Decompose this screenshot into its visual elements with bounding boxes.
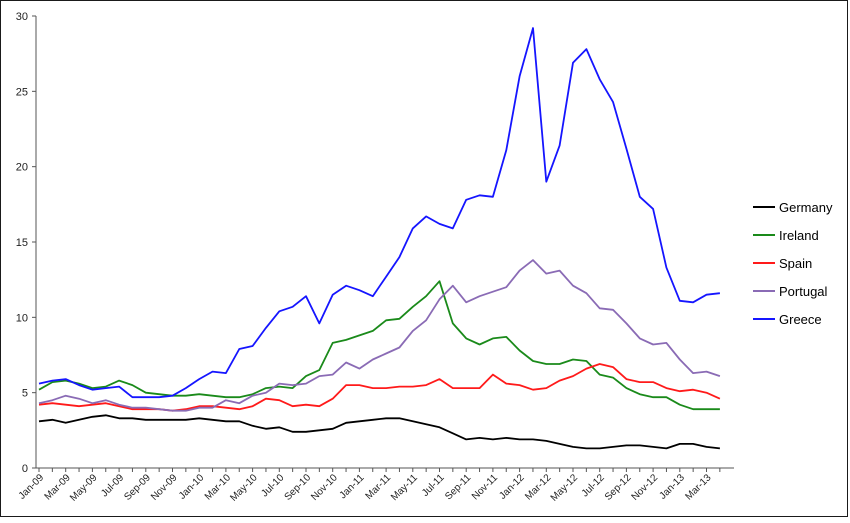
x-tick-label: Jan-12 <box>497 472 527 502</box>
legend-label-greece: Greece <box>779 312 822 327</box>
series-line-germany <box>38 414 721 450</box>
y-tick-label: 15 <box>16 237 28 249</box>
x-tick-label: Sep-12 <box>603 472 634 503</box>
axes <box>35 16 734 469</box>
y-tick-label: 0 <box>22 463 28 475</box>
x-tick-label: Nov-10 <box>309 472 340 503</box>
series-line-portugal <box>38 259 721 412</box>
x-tick-label: Mar-11 <box>364 472 394 502</box>
x-tick-label: Mar-10 <box>203 472 233 502</box>
y-axis-ticks: 0 5 10 15 20 25 30 <box>16 11 36 475</box>
series-lines <box>38 27 721 450</box>
legend: Germany Ireland Spain Portugal Greece <box>753 200 833 327</box>
x-tick-label: Sep-09 <box>122 472 153 503</box>
x-tick-label: Sep-11 <box>443 472 473 502</box>
y-tick-label: 5 <box>22 388 28 400</box>
y-tick-label: 30 <box>16 11 28 23</box>
y-tick-label: 10 <box>16 312 28 324</box>
x-tick-label: Jan-13 <box>658 472 688 502</box>
x-tick-label: Sep-10 <box>283 472 314 503</box>
x-tick-label: Mar-12 <box>523 472 553 502</box>
x-tick-label: Jan-09 <box>17 472 47 502</box>
x-tick-label: May-11 <box>389 472 420 503</box>
x-tick-label: Jan-11 <box>338 472 367 501</box>
x-tick-label: May-10 <box>228 472 260 504</box>
series-line-spain <box>38 363 721 412</box>
legend-label-spain: Spain <box>779 256 812 271</box>
legend-label-germany: Germany <box>779 200 833 215</box>
x-tick-label: Mar-09 <box>43 472 73 502</box>
legend-label-ireland: Ireland <box>779 228 819 243</box>
series-line-greece <box>38 27 721 399</box>
y-tick-label: 20 <box>16 162 28 174</box>
legend-label-portugal: Portugal <box>779 284 828 299</box>
x-tick-label: Nov-12 <box>630 472 661 503</box>
x-tick-label: Nov-09 <box>149 472 180 503</box>
x-tick-label: May-09 <box>68 472 100 504</box>
y-tick-label: 25 <box>16 86 28 98</box>
series-line-ireland <box>38 280 720 411</box>
x-tick-label: May-12 <box>549 472 581 504</box>
x-tick-label: Mar-13 <box>683 472 713 502</box>
x-tick-label: Nov-11 <box>470 472 500 502</box>
x-tick-label: Jan-10 <box>177 472 207 502</box>
